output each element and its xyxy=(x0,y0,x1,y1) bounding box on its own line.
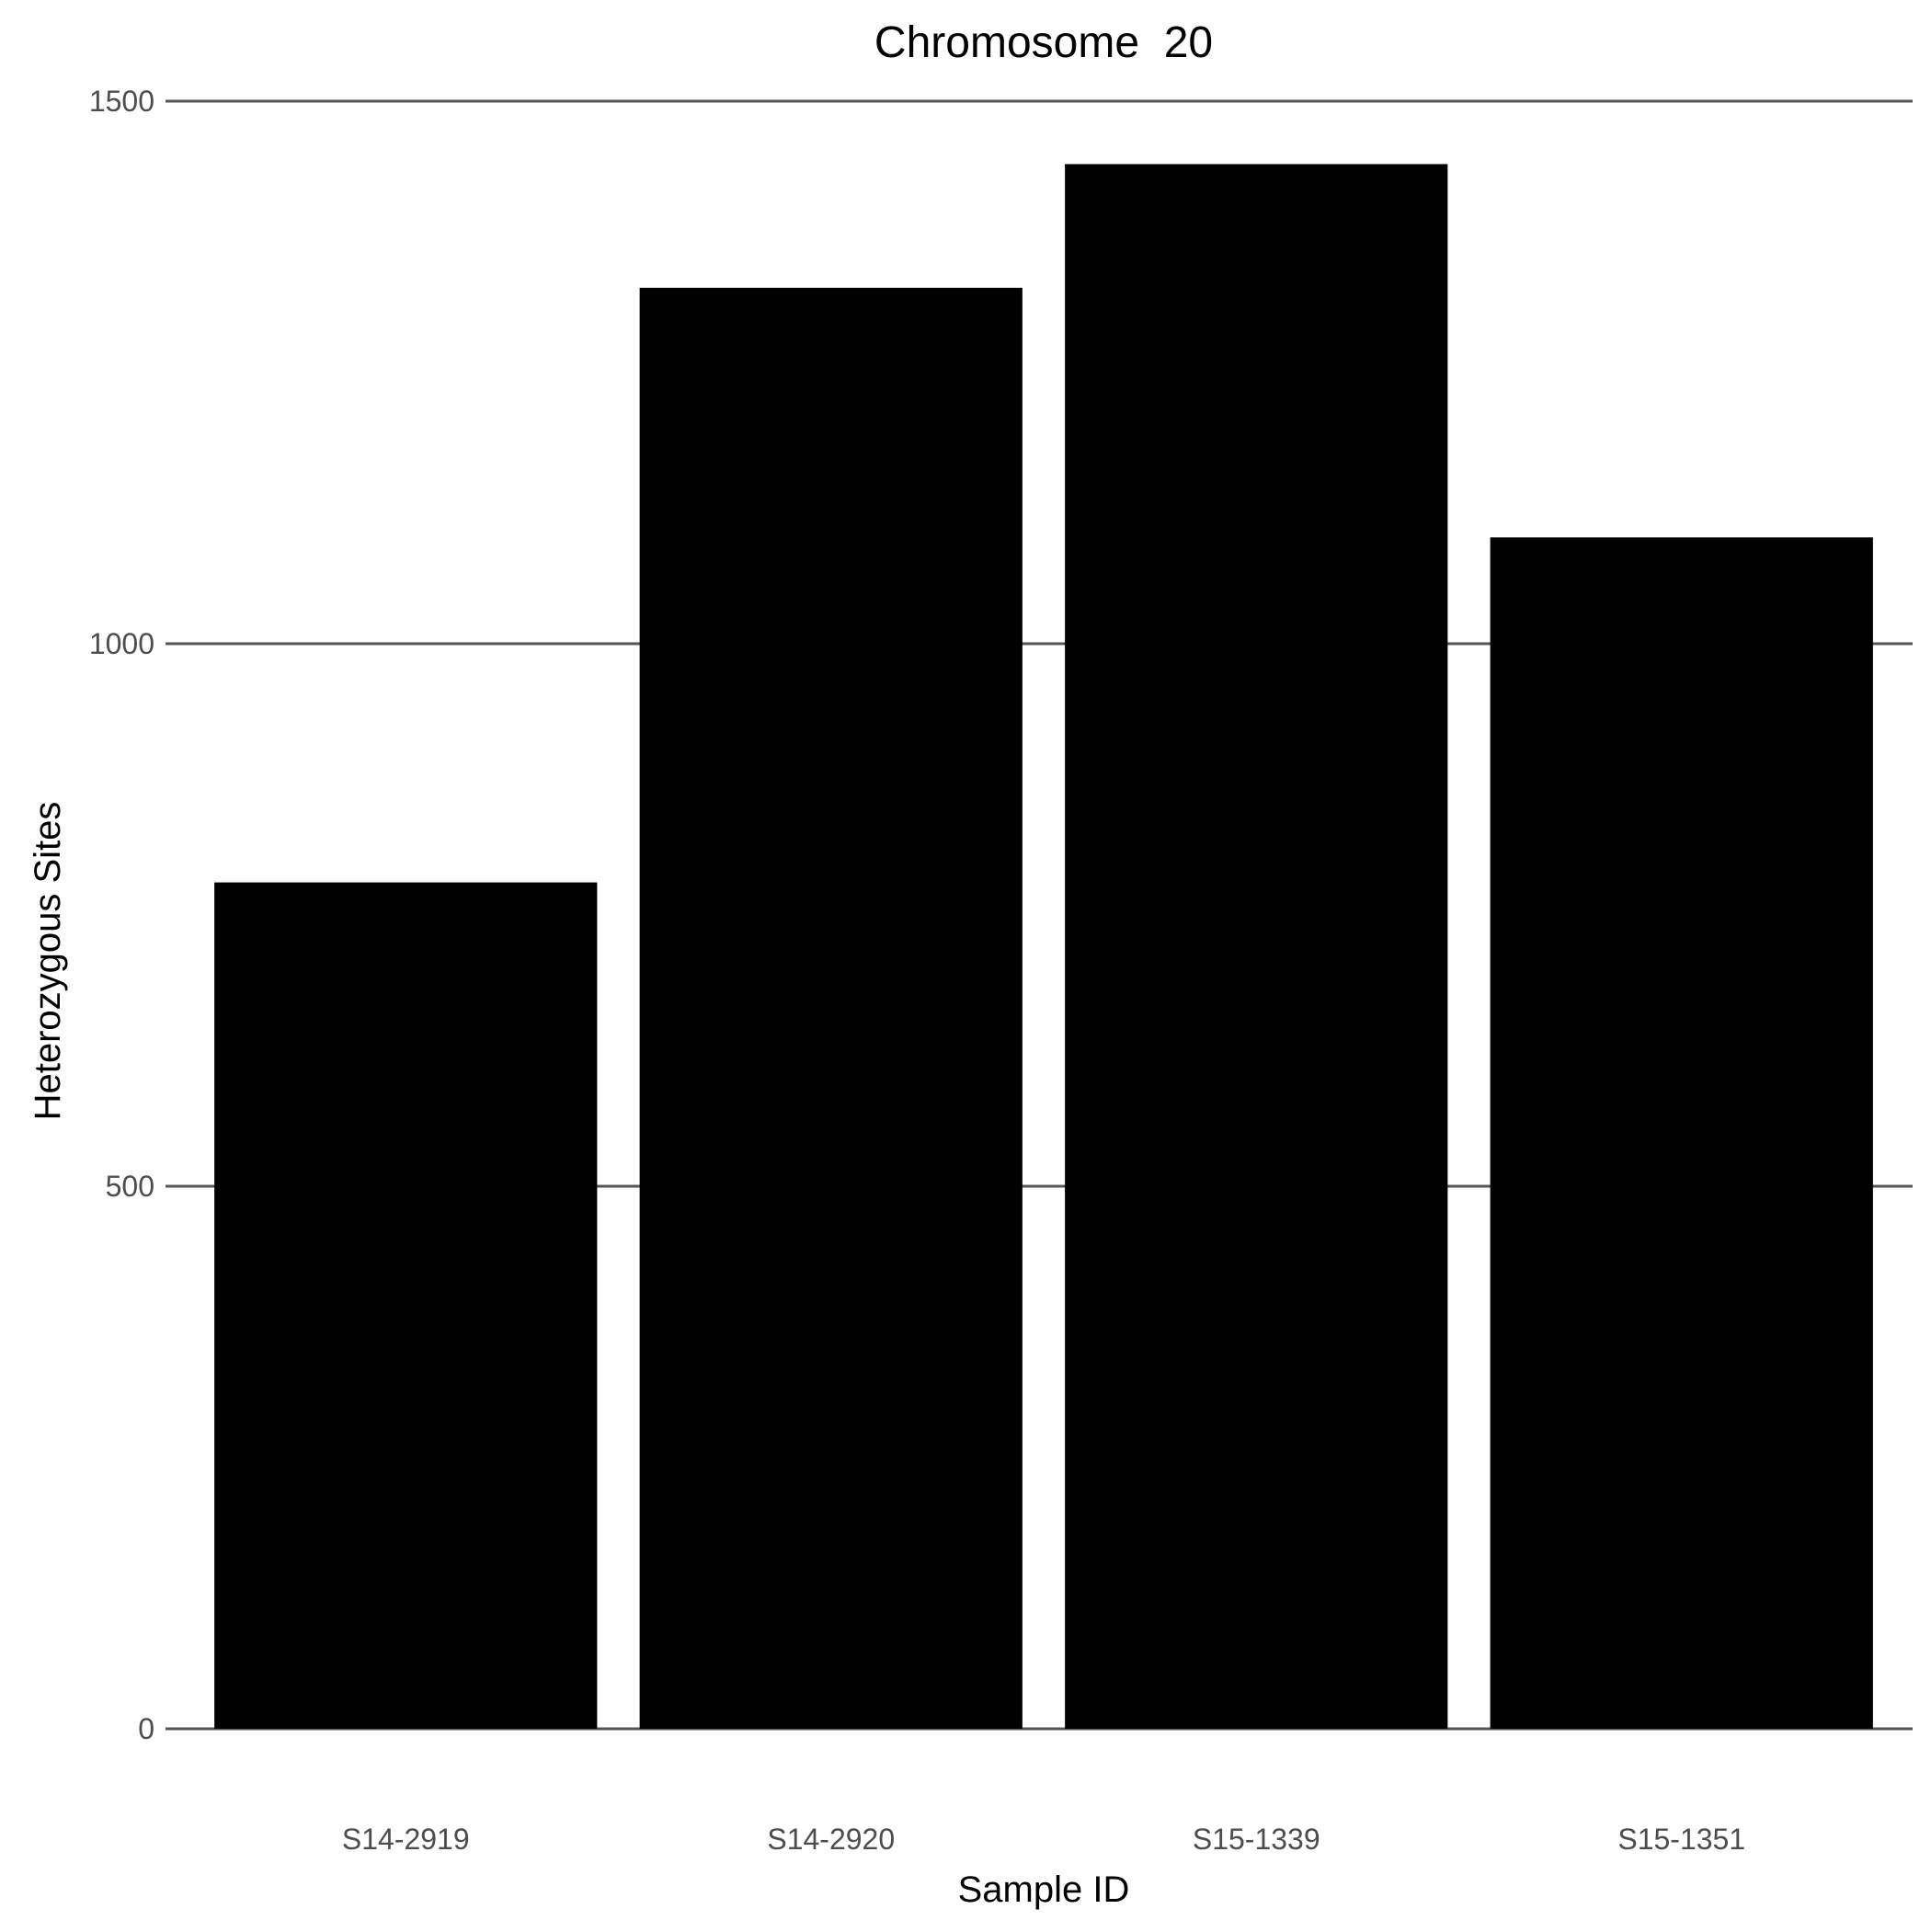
y-tick-label-0: 0 xyxy=(138,1712,154,1745)
x-tick-label-S15-1351: S15-1351 xyxy=(1617,1823,1745,1856)
y-tick-label-1000: 1000 xyxy=(89,627,154,660)
y-axis-ticks: 0 500 1000 1500 xyxy=(89,85,154,1745)
bar-S15-1351 xyxy=(1490,537,1873,1729)
y-tick-label-1500: 1500 xyxy=(89,85,154,118)
x-axis-title: Sample ID xyxy=(958,1869,1130,1910)
bar-S14-2919 xyxy=(214,882,598,1729)
x-axis-ticks: S14-2919 S14-2920 S15-1339 S15-1351 xyxy=(342,1823,1745,1856)
bar-S15-1339 xyxy=(1065,164,1448,1730)
bars xyxy=(214,164,1873,1730)
bar-S14-2920 xyxy=(639,287,1023,1730)
x-tick-label-S14-2919: S14-2919 xyxy=(342,1823,470,1856)
chart-title: Chromosome 20 xyxy=(874,18,1213,67)
x-tick-label-S15-1339: S15-1339 xyxy=(1193,1823,1320,1856)
y-axis-title: Heterozygous Sites xyxy=(28,802,68,1121)
x-tick-label-S14-2920: S14-2920 xyxy=(767,1823,895,1856)
y-tick-label-500: 500 xyxy=(106,1170,154,1203)
